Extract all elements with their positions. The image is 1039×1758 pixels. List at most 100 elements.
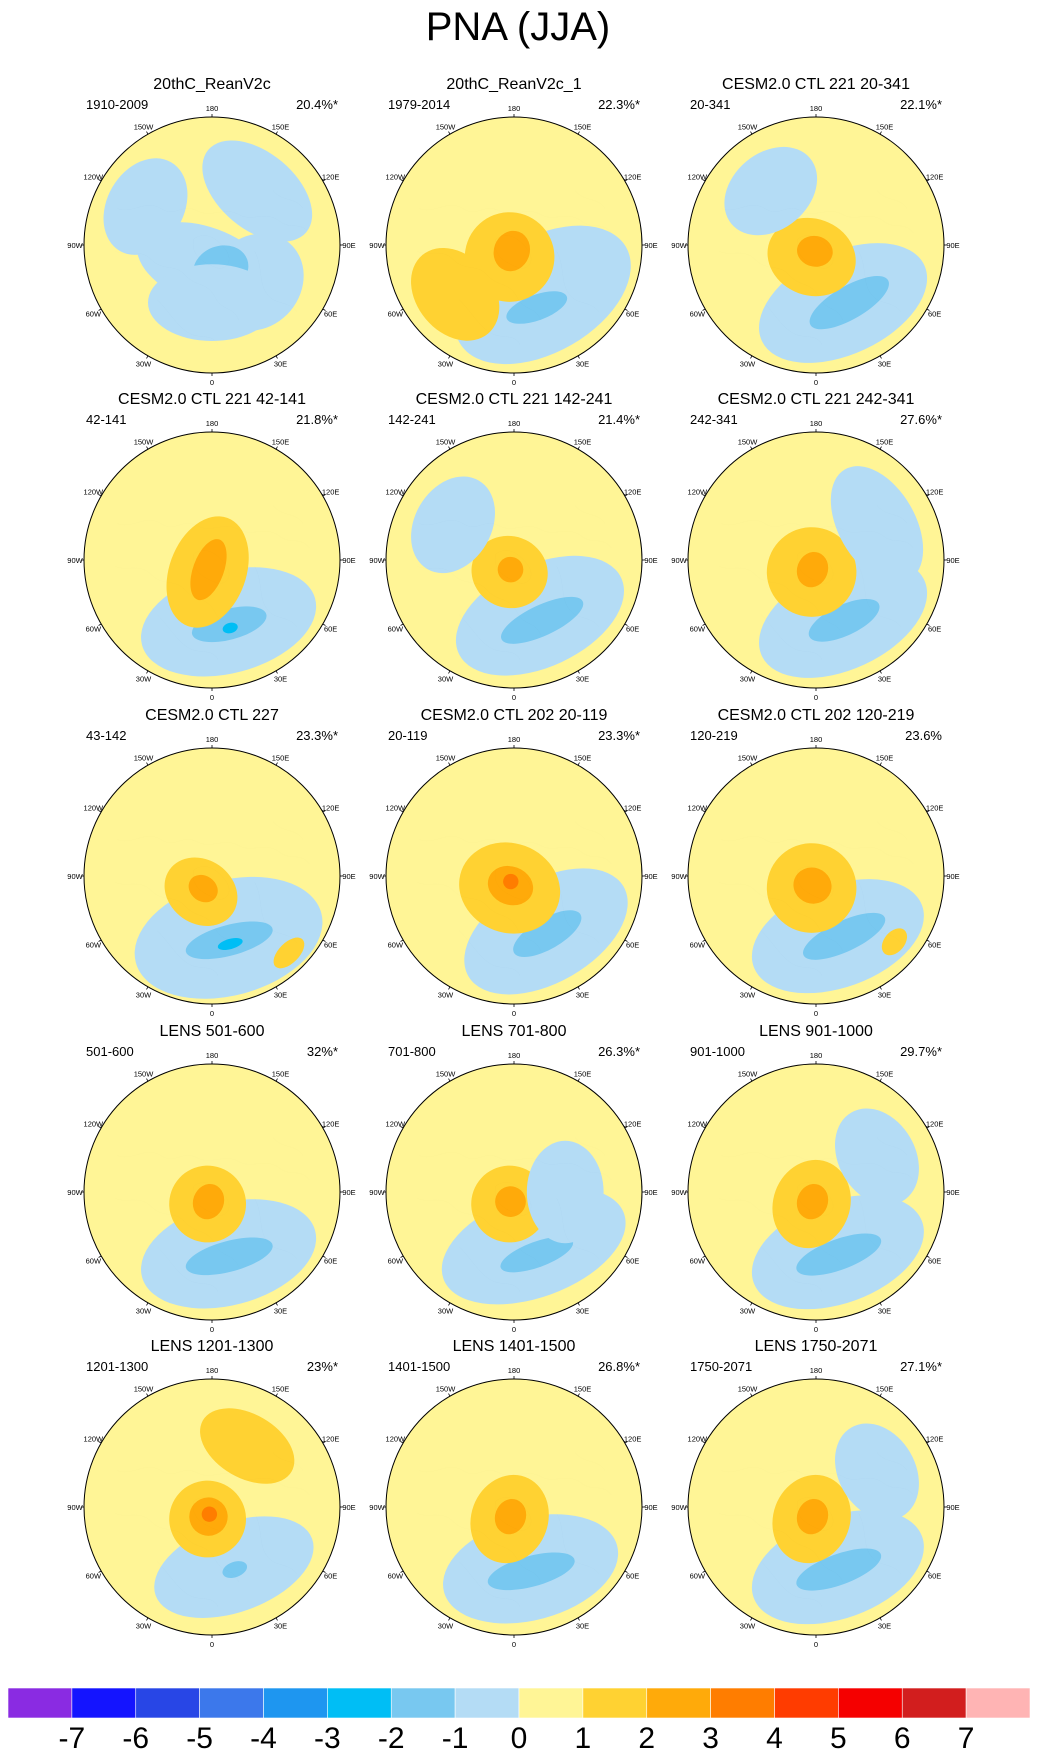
lon-tick <box>448 986 451 990</box>
lon-label: 90W <box>369 241 385 250</box>
lon-label: 60W <box>690 941 706 950</box>
lon-tick <box>322 1255 326 1258</box>
coastline <box>417 1452 612 1606</box>
lon-label: 30W <box>740 1622 756 1631</box>
colorbar-swatch <box>71 1687 137 1719</box>
lon-tick <box>879 986 882 990</box>
contour-blob <box>493 230 531 272</box>
lon-label: 120E <box>624 1120 642 1129</box>
contour-blob <box>503 873 519 890</box>
lon-label: 90E <box>342 872 355 881</box>
lon-tick <box>750 355 753 359</box>
lon-tick <box>624 494 628 497</box>
panel-period: 1910-2009 <box>86 97 148 112</box>
lon-tick <box>322 179 326 182</box>
panel-title: LENS 901-1000 <box>759 1023 873 1040</box>
lon-tick <box>750 1617 753 1621</box>
lon-tick <box>577 1302 580 1306</box>
lon-tick <box>275 1078 278 1082</box>
panel: 180 150E 120E 90E 60E 30E 0 30W 60W 90W 120W 150W LE… <box>369 1023 657 1334</box>
contour-blob <box>494 1498 527 1535</box>
lon-label: 150E <box>574 1384 592 1393</box>
anomaly-field <box>115 821 323 999</box>
lon-label: 150W <box>738 753 759 762</box>
lon-label: 180 <box>206 1366 219 1375</box>
lon-tick <box>400 939 404 942</box>
lon-label: 150E <box>876 437 894 446</box>
coastline <box>115 1452 310 1606</box>
lon-label: 30E <box>576 360 589 369</box>
lon-label: 90W <box>67 872 83 881</box>
colorbar-swatch <box>710 1687 775 1719</box>
colorbar-label: -6 <box>122 1722 149 1755</box>
lon-tick <box>98 1255 102 1258</box>
lon-label: 180 <box>508 104 521 113</box>
lon-tick <box>448 131 451 135</box>
lon-tick <box>322 623 326 626</box>
lon-label: 0 <box>512 378 516 387</box>
colorbar-label: 6 <box>894 1722 911 1755</box>
lon-tick <box>577 986 580 990</box>
anomaly-field <box>417 1452 619 1624</box>
lon-label: 30W <box>136 991 152 1000</box>
panel-percent: 32%* <box>307 1044 338 1059</box>
lon-label: 90W <box>67 241 83 250</box>
lon-label: 0 <box>210 1009 214 1018</box>
lon-tick <box>98 494 102 497</box>
colorbar-label: -3 <box>314 1722 341 1755</box>
contour-blob <box>148 264 276 341</box>
lon-tick <box>750 986 753 990</box>
panel-title: LENS 1201-1300 <box>151 1338 274 1355</box>
panel: 180 150E 120E 90E 60E 30E 0 30W 60W 90W 120W 150W LE… <box>67 1023 355 1334</box>
lon-label: 30E <box>576 1622 589 1631</box>
contour-blob <box>793 867 832 904</box>
lon-label: 150E <box>574 753 592 762</box>
lon-label: 150W <box>436 437 457 446</box>
panel-percent: 29.7%* <box>900 1044 942 1059</box>
contour-blob <box>501 596 584 644</box>
lon-tick <box>879 1078 882 1082</box>
contour-blob <box>724 146 818 236</box>
lon-label: 0 <box>512 1009 516 1018</box>
lon-label: 120E <box>926 804 944 813</box>
coastline <box>417 505 612 659</box>
lon-label: 120W <box>84 1120 105 1129</box>
anomaly-field <box>417 821 628 995</box>
lon-label: 90W <box>67 1188 83 1197</box>
lon-label: 180 <box>508 735 521 744</box>
contour-blob <box>796 1548 882 1591</box>
lon-label: 120W <box>688 173 709 182</box>
panel-percent: 23.6% <box>905 728 942 743</box>
lon-label: 60E <box>928 310 941 319</box>
lon-label: 0 <box>814 1009 818 1018</box>
panel-period: 43-142 <box>86 728 126 743</box>
lon-label: 30W <box>136 675 152 684</box>
lon-label: 60E <box>928 1257 941 1266</box>
lon-label: 150E <box>876 1384 894 1393</box>
lon-tick <box>98 1126 102 1129</box>
lon-label: 90W <box>671 1188 687 1197</box>
lon-label: 30W <box>740 675 756 684</box>
panel-title: CESM2.0 CTL 202 20-119 <box>421 707 608 724</box>
lon-label: 120W <box>688 804 709 813</box>
colorbar-swatch <box>327 1687 392 1719</box>
panel-title: LENS 1401-1500 <box>453 1338 576 1355</box>
contour-blob <box>202 140 313 242</box>
lon-label: 120W <box>386 1435 407 1444</box>
lon-tick <box>98 179 102 182</box>
lon-label: 0 <box>210 693 214 702</box>
lon-label: 0 <box>814 1640 818 1649</box>
lon-tick <box>702 179 706 182</box>
lon-tick <box>702 810 706 813</box>
lon-label: 60W <box>690 625 706 634</box>
colorbar-swatch <box>774 1687 839 1719</box>
lon-label: 90W <box>67 1503 83 1512</box>
lon-tick <box>275 446 278 450</box>
anomaly-field <box>719 821 924 994</box>
contour-blob <box>222 622 238 634</box>
lon-label: 60W <box>86 1257 102 1266</box>
lon-label: 90E <box>946 556 959 565</box>
lon-label: 90W <box>671 556 687 565</box>
panel: 180 150E 120E 90E 60E 30E 0 30W 60W 90W 120W 150W CE… <box>671 391 959 702</box>
